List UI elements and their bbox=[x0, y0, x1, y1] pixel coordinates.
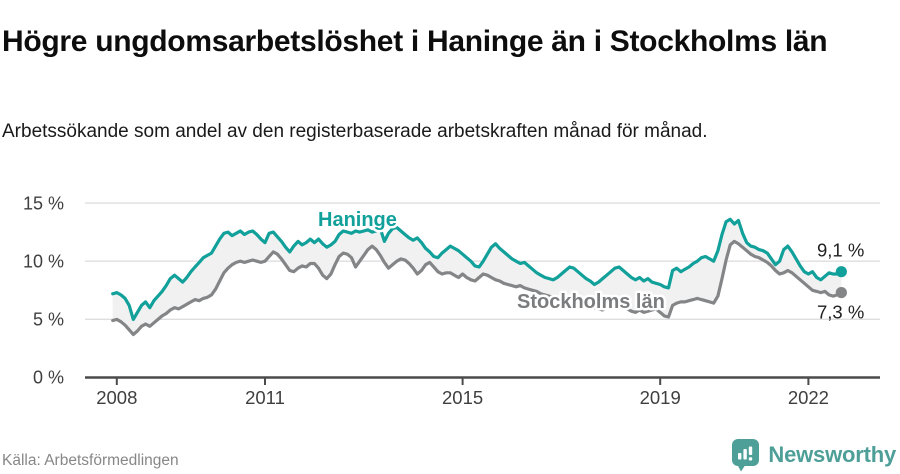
source-note: Källa: Arbetsförmedlingen bbox=[2, 452, 179, 469]
x-tick-label-2011: 2011 bbox=[245, 387, 285, 408]
x-tick-label-2019: 2019 bbox=[640, 387, 681, 408]
page-title: Högre ungdomsarbetslöshet i Haninge än i… bbox=[2, 25, 828, 59]
series-label-stockholm: Stockholms län bbox=[517, 291, 665, 313]
newsworthy-logo-icon bbox=[732, 439, 760, 472]
y-tick-label-10: 10 % bbox=[23, 251, 64, 271]
end-dot-haninge bbox=[835, 266, 847, 278]
end-dot-stockholm bbox=[835, 287, 847, 299]
chart-subtitle: Arbetssökande som andel av den registerb… bbox=[2, 121, 708, 142]
y-tick-label-0: 0 % bbox=[33, 368, 64, 388]
series-gap-band bbox=[112, 219, 842, 335]
x-tick-label-2022: 2022 bbox=[788, 387, 829, 408]
stockholm-line bbox=[111, 239, 844, 337]
haninge-line bbox=[111, 217, 844, 321]
newsworthy-logo: Newsworthy bbox=[731, 438, 896, 472]
end-value-label-stockholm: 7,3 % bbox=[817, 302, 864, 323]
y-tick-label-15: 15 % bbox=[23, 193, 64, 213]
x-tick-label-2008: 2008 bbox=[96, 387, 137, 408]
end-value-label-haninge: 9,1 % bbox=[817, 240, 864, 261]
newsworthy-wordmark: Newsworthy bbox=[768, 442, 896, 467]
series-label-haninge: Haninge bbox=[318, 209, 397, 231]
x-tick-label-2015: 2015 bbox=[442, 387, 483, 408]
y-tick-label-5: 5 % bbox=[33, 310, 64, 330]
